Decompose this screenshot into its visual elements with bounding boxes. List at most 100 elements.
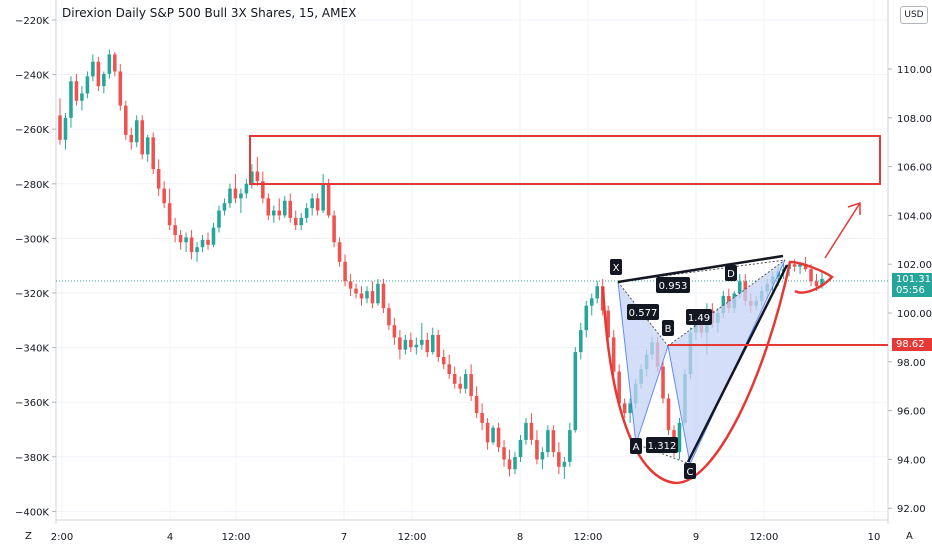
candle[interactable] bbox=[529, 413, 534, 445]
left-axis-settings[interactable]: Z bbox=[25, 531, 32, 542]
candle[interactable] bbox=[447, 354, 452, 379]
candle[interactable] bbox=[200, 234, 205, 253]
candle[interactable] bbox=[244, 178, 249, 199]
candle[interactable] bbox=[96, 56, 101, 91]
candle[interactable] bbox=[85, 71, 90, 99]
candle[interactable] bbox=[151, 132, 155, 174]
candle[interactable] bbox=[321, 173, 325, 213]
candle[interactable] bbox=[217, 205, 221, 233]
candle[interactable] bbox=[58, 98, 62, 145]
candle[interactable] bbox=[496, 422, 501, 453]
candle[interactable] bbox=[184, 232, 188, 253]
candle[interactable] bbox=[392, 317, 397, 345]
candle[interactable] bbox=[551, 425, 556, 457]
candle[interactable] bbox=[107, 49, 112, 79]
currency-button[interactable]: USD bbox=[900, 6, 928, 24]
candle[interactable] bbox=[102, 71, 106, 94]
candle[interactable] bbox=[414, 337, 419, 355]
candle[interactable] bbox=[206, 232, 210, 250]
candle[interactable] bbox=[195, 242, 199, 262]
candle[interactable] bbox=[469, 364, 473, 401]
candle[interactable] bbox=[458, 376, 462, 394]
candle[interactable] bbox=[178, 230, 183, 250]
candle[interactable] bbox=[409, 332, 413, 353]
candle[interactable] bbox=[91, 54, 95, 82]
candle[interactable] bbox=[524, 417, 528, 445]
candle[interactable] bbox=[80, 86, 84, 111]
candle[interactable] bbox=[441, 349, 446, 370]
candle[interactable] bbox=[518, 435, 523, 462]
candle[interactable] bbox=[299, 213, 303, 231]
candle[interactable] bbox=[304, 203, 309, 223]
candle[interactable] bbox=[677, 417, 682, 460]
candle[interactable] bbox=[579, 322, 583, 360]
candle[interactable] bbox=[359, 286, 364, 306]
candle[interactable] bbox=[354, 283, 358, 299]
candle[interactable] bbox=[326, 178, 331, 218]
candle[interactable] bbox=[474, 386, 479, 418]
candle[interactable] bbox=[173, 217, 177, 243]
candle[interactable] bbox=[562, 457, 567, 479]
candle[interactable] bbox=[540, 447, 545, 470]
candle[interactable] bbox=[557, 442, 561, 475]
auto-scale-button[interactable]: A bbox=[906, 531, 913, 542]
candle[interactable] bbox=[365, 286, 369, 304]
candle[interactable] bbox=[233, 173, 238, 204]
candle[interactable] bbox=[622, 398, 627, 418]
candle[interactable] bbox=[266, 193, 271, 221]
candle[interactable] bbox=[118, 64, 123, 111]
candle[interactable] bbox=[480, 403, 484, 431]
candle[interactable] bbox=[589, 293, 594, 316]
candle[interactable] bbox=[332, 210, 336, 248]
candle[interactable] bbox=[502, 439, 506, 467]
candle[interactable] bbox=[628, 398, 632, 423]
candle[interactable] bbox=[568, 422, 572, 467]
candle[interactable] bbox=[222, 198, 227, 216]
candle[interactable] bbox=[124, 100, 128, 140]
candle[interactable] bbox=[129, 127, 134, 150]
candle[interactable] bbox=[535, 430, 539, 465]
candle[interactable] bbox=[337, 237, 342, 267]
candle[interactable] bbox=[381, 278, 386, 314]
candle[interactable] bbox=[463, 369, 468, 394]
candle[interactable] bbox=[156, 159, 161, 196]
candle[interactable] bbox=[162, 181, 166, 209]
candle[interactable] bbox=[452, 366, 457, 389]
candle[interactable] bbox=[282, 195, 287, 218]
resistance-zone-box[interactable] bbox=[249, 135, 881, 185]
candle[interactable] bbox=[189, 230, 194, 260]
candle[interactable] bbox=[436, 330, 441, 362]
candle[interactable] bbox=[315, 193, 320, 216]
candle[interactable] bbox=[398, 330, 402, 360]
candle[interactable] bbox=[261, 171, 265, 204]
candle[interactable] bbox=[573, 347, 578, 433]
target-arrow[interactable] bbox=[824, 202, 861, 259]
candle[interactable] bbox=[491, 425, 495, 445]
candle[interactable] bbox=[595, 281, 600, 304]
candle[interactable] bbox=[74, 73, 79, 106]
candle[interactable] bbox=[507, 449, 512, 477]
candle[interactable] bbox=[167, 188, 172, 231]
candle[interactable] bbox=[140, 115, 145, 160]
candle[interactable] bbox=[584, 300, 589, 338]
candle[interactable] bbox=[272, 205, 276, 223]
candle[interactable] bbox=[211, 222, 216, 248]
candle[interactable] bbox=[255, 156, 260, 187]
candle[interactable] bbox=[611, 330, 616, 379]
candle[interactable] bbox=[661, 361, 665, 404]
candle[interactable] bbox=[387, 303, 391, 331]
candle[interactable] bbox=[666, 393, 671, 436]
candle[interactable] bbox=[277, 198, 282, 221]
candle[interactable] bbox=[228, 183, 232, 209]
candle[interactable] bbox=[348, 274, 353, 296]
candle[interactable] bbox=[69, 76, 73, 128]
candle[interactable] bbox=[343, 254, 347, 287]
candle[interactable] bbox=[310, 193, 314, 216]
candle[interactable] bbox=[239, 188, 243, 213]
candle[interactable] bbox=[420, 322, 424, 350]
candle[interactable] bbox=[134, 115, 139, 148]
candle[interactable] bbox=[430, 327, 435, 355]
candle[interactable] bbox=[513, 452, 517, 475]
candle[interactable] bbox=[288, 193, 293, 223]
